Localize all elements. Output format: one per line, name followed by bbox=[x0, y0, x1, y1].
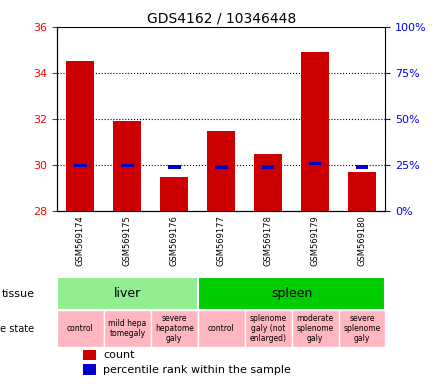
Text: GSM569179: GSM569179 bbox=[311, 215, 320, 266]
Bar bbox=[207, 131, 235, 212]
Bar bbox=[309, 162, 321, 165]
Text: liver: liver bbox=[114, 287, 141, 300]
Bar bbox=[262, 166, 275, 169]
Text: GSM569174: GSM569174 bbox=[76, 215, 85, 266]
Text: control: control bbox=[67, 324, 94, 333]
Text: disease state: disease state bbox=[0, 323, 35, 334]
FancyBboxPatch shape bbox=[57, 277, 198, 310]
Text: splenome
galy (not
enlarged): splenome galy (not enlarged) bbox=[250, 314, 287, 343]
Text: severe
splenome
galy: severe splenome galy bbox=[343, 314, 381, 343]
Text: GSM569175: GSM569175 bbox=[123, 215, 132, 266]
Bar bbox=[66, 61, 95, 212]
FancyBboxPatch shape bbox=[198, 310, 245, 347]
FancyBboxPatch shape bbox=[339, 310, 385, 347]
Text: moderate
splenome
galy: moderate splenome galy bbox=[297, 314, 334, 343]
Text: count: count bbox=[103, 350, 134, 360]
FancyBboxPatch shape bbox=[245, 310, 292, 347]
FancyBboxPatch shape bbox=[104, 310, 151, 347]
Bar bbox=[168, 166, 180, 169]
Bar bbox=[356, 166, 368, 169]
Bar bbox=[348, 172, 376, 212]
Bar bbox=[121, 164, 134, 167]
Bar bbox=[254, 154, 282, 212]
FancyBboxPatch shape bbox=[57, 310, 104, 347]
Bar bbox=[83, 364, 96, 375]
Text: GSM569178: GSM569178 bbox=[264, 215, 272, 266]
Text: severe
hepatome
galy: severe hepatome galy bbox=[155, 314, 194, 343]
Text: spleen: spleen bbox=[271, 287, 312, 300]
FancyBboxPatch shape bbox=[292, 310, 339, 347]
Bar bbox=[215, 166, 227, 169]
Bar bbox=[301, 52, 329, 212]
Bar bbox=[160, 177, 188, 212]
FancyBboxPatch shape bbox=[151, 310, 198, 347]
FancyBboxPatch shape bbox=[198, 277, 385, 310]
Text: percentile rank within the sample: percentile rank within the sample bbox=[103, 365, 291, 375]
Bar bbox=[113, 121, 141, 212]
Bar bbox=[83, 349, 96, 360]
Text: tissue: tissue bbox=[1, 289, 35, 299]
Text: GSM569176: GSM569176 bbox=[170, 215, 179, 266]
Text: mild hepa
tomegaly: mild hepa tomegaly bbox=[108, 319, 146, 338]
Text: control: control bbox=[208, 324, 235, 333]
Title: GDS4162 / 10346448: GDS4162 / 10346448 bbox=[147, 12, 296, 26]
Bar bbox=[74, 164, 87, 167]
Text: GSM569180: GSM569180 bbox=[357, 215, 367, 266]
Text: GSM569177: GSM569177 bbox=[217, 215, 226, 266]
